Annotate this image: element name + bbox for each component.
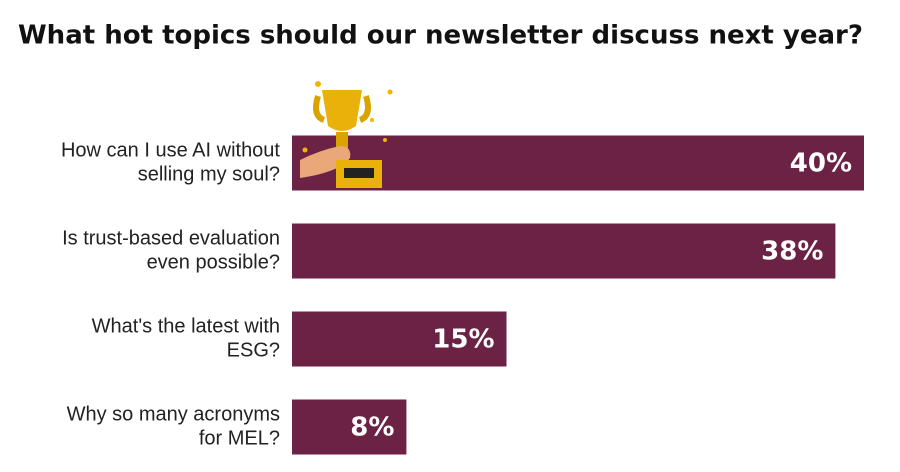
chart-title: What hot topics should our newsletter di… <box>18 21 863 51</box>
value-label: 15% <box>432 325 494 355</box>
value-label: 40% <box>790 149 852 179</box>
category-label: Is trust-based evaluation <box>62 227 280 249</box>
category-label: ESG? <box>227 339 280 361</box>
bar <box>292 399 407 455</box>
bar <box>292 311 507 367</box>
value-label: 8% <box>350 413 394 443</box>
value-label: 38% <box>761 237 823 267</box>
trophy-icon <box>300 81 393 188</box>
category-label: selling my soul? <box>138 163 280 185</box>
category-label: for MEL? <box>199 427 280 449</box>
category-label: What's the latest with <box>92 315 280 337</box>
category-label: Why so many acronyms <box>67 403 280 425</box>
category-label: How can I use AI without <box>61 139 280 161</box>
category-label: even possible? <box>147 251 280 273</box>
bars <box>292 135 864 455</box>
bar <box>292 223 836 279</box>
bar <box>292 135 864 191</box>
